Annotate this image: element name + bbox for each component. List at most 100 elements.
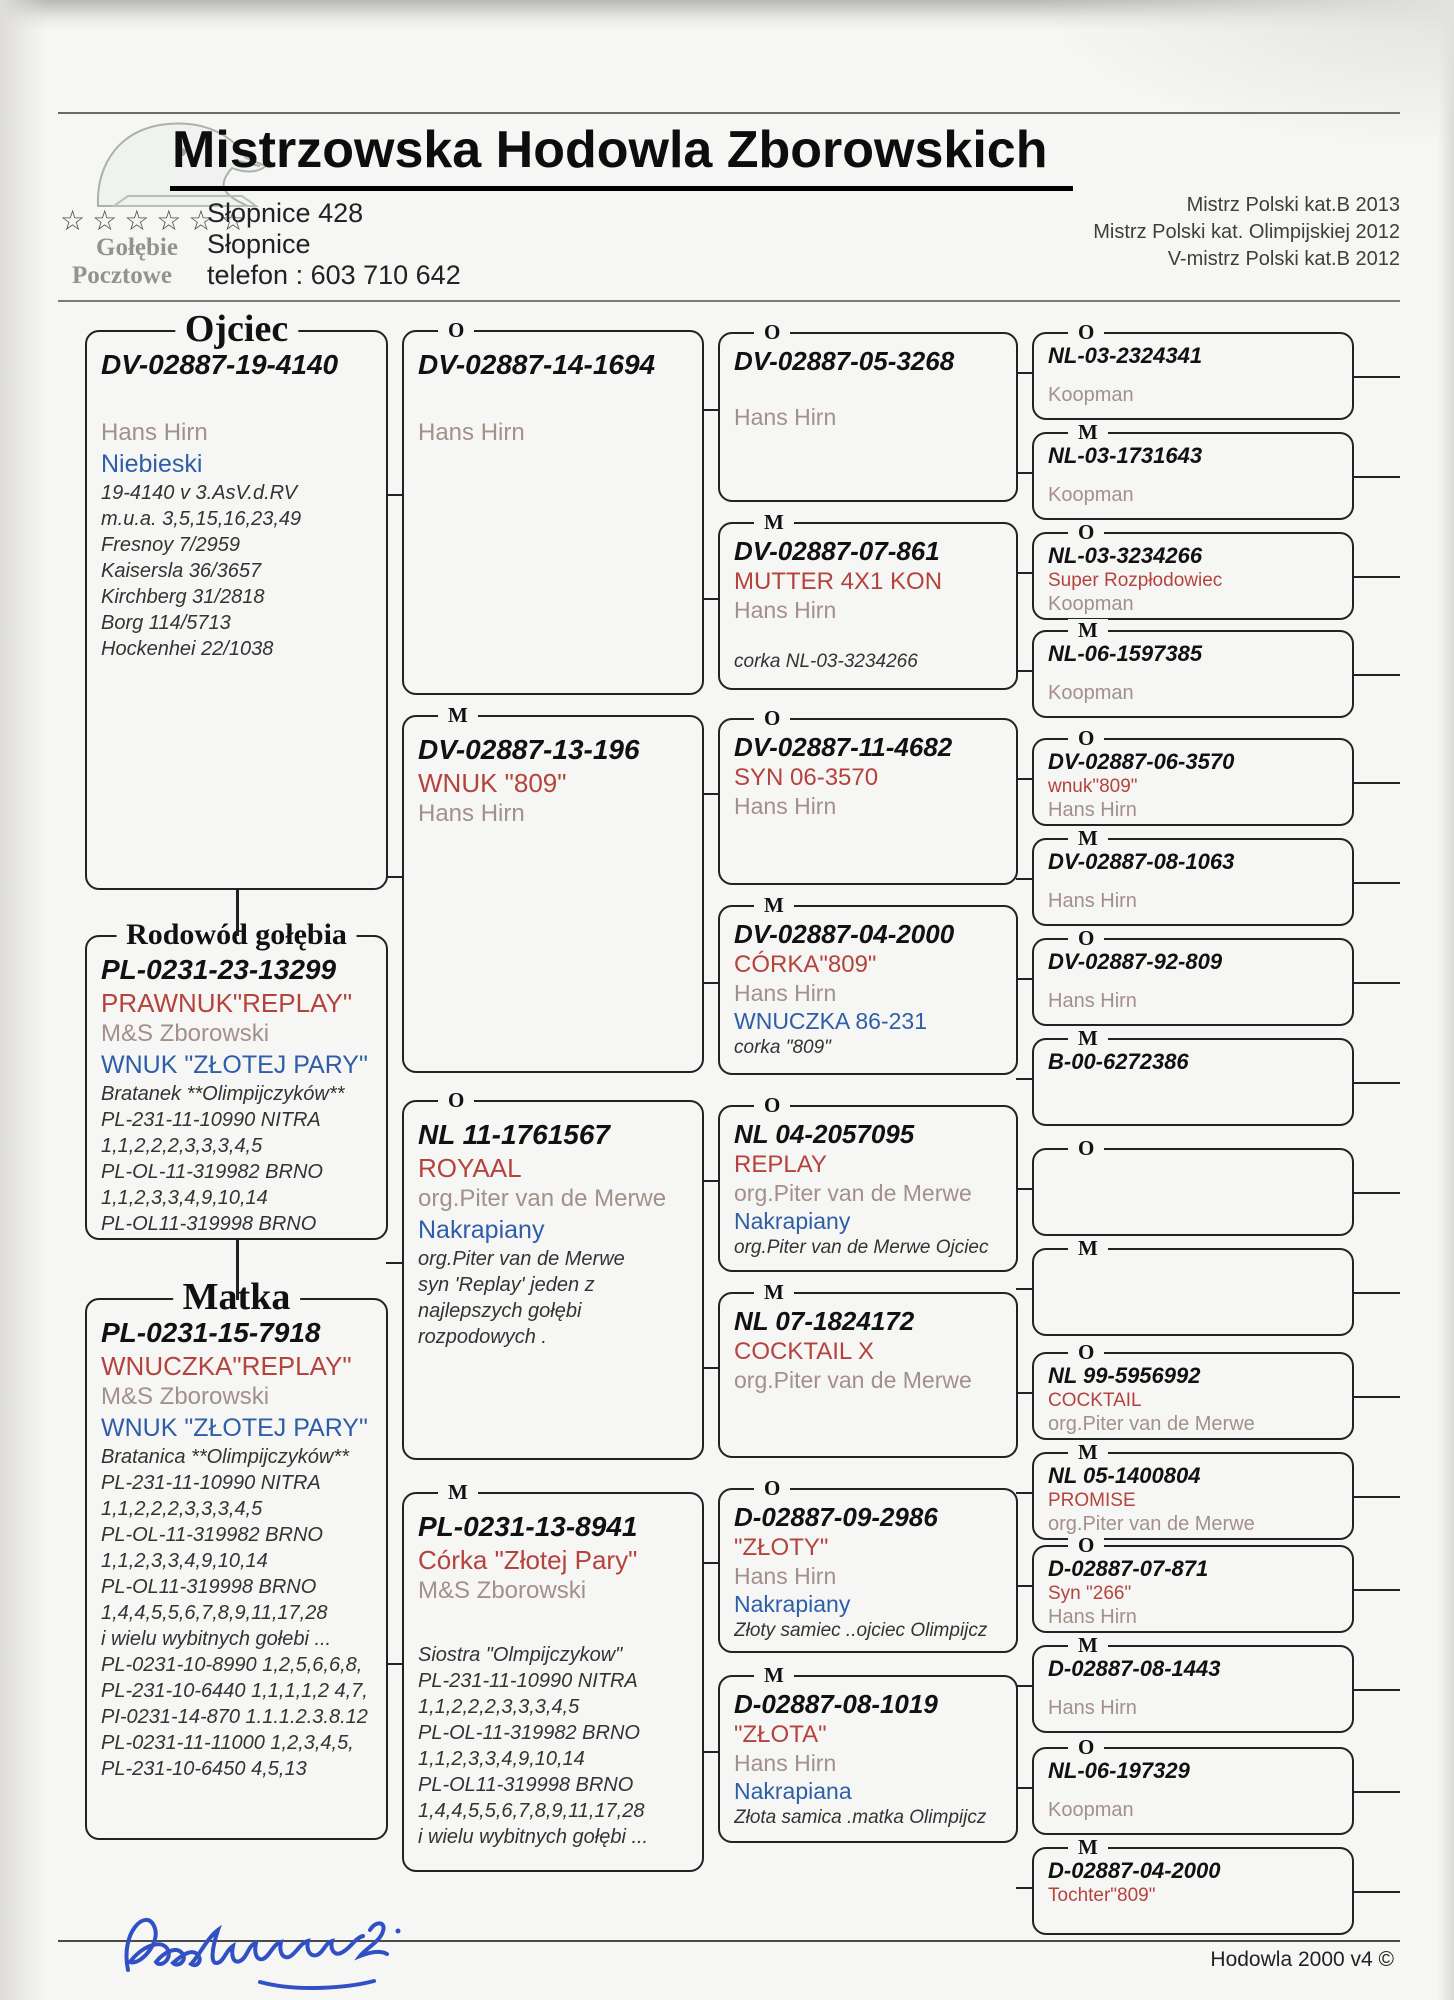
box-line: Hans Hirn [1048, 1697, 1137, 1719]
box-line: Hans Hirn [1048, 890, 1137, 912]
box-line: Hans Hirn [734, 404, 837, 430]
connector-line [1016, 670, 1034, 672]
box-line: DV-02887-04-2000 [734, 919, 955, 949]
box-label: M [1068, 421, 1108, 443]
box-label: O [438, 319, 475, 341]
brand-label: Gołębie Pocztowe [72, 234, 178, 290]
pedigree-box: O NL-06-197329 Koopman [1032, 1736, 1354, 1835]
box-label: O [1068, 1137, 1105, 1159]
connector-line [1016, 472, 1034, 474]
box-label: O [1068, 1736, 1105, 1758]
pedigree-box: M DV-02887-07-861 MUTTER 4X1 KON Hans Hirn c… [718, 511, 1018, 690]
connector-line [702, 598, 720, 600]
box-line: Hans Hirn [1048, 990, 1137, 1012]
box-line: PL-231-10-6440 1,1,1,1,2 4,7, [101, 1680, 368, 1702]
connector-line [702, 1180, 720, 1182]
box-line: Hockenhei 22/1038 [101, 638, 274, 660]
pedigree-box: O DV-02887-05-3268 Hans Hirn [718, 321, 1018, 502]
pedigree-box: M [1032, 1237, 1354, 1336]
box-line [101, 382, 376, 418]
phone-line: telefon : 603 710 642 [207, 260, 461, 290]
box-line: Hans Hirn [734, 597, 837, 623]
box-label: M [754, 894, 794, 916]
connector-line [1016, 372, 1034, 374]
box-line: PL-0231-23-13299 [101, 954, 337, 985]
connector-line [1352, 1396, 1400, 1398]
pedigree-box: M DV-02887-08-1063 Hans Hirn [1032, 827, 1354, 926]
footer-rule [58, 1940, 1400, 1942]
pedigree-box: O D-02887-09-2986 "ZŁOTY" Hans Hirn Nakrapia… [718, 1477, 1018, 1653]
connector-line [1016, 1685, 1034, 1687]
box-line: Nakrapiany [418, 1216, 545, 1244]
box-label: O [1068, 927, 1105, 949]
box-line: 1,4,4,5,5,6,7,8,9,11,17,28 [101, 1602, 328, 1624]
box-line: B-00-6272386 [1048, 1049, 1189, 1074]
box-line: SYN 06-3570 [734, 764, 879, 791]
connector-line [1352, 1891, 1400, 1893]
pedigree-box: M PL-0231-13-8941 Córka "Złotej Pary" M&S Z… [402, 1481, 704, 1872]
box-line: Siostra "Olmpijczykow" [418, 1644, 623, 1666]
connector-line [702, 982, 720, 984]
box-line: Hans Hirn [1048, 799, 1137, 821]
box-line: PL-OL11-319998 BRNO [418, 1774, 634, 1796]
connector-line [1016, 1392, 1034, 1394]
box-line: wnuk"809" [1048, 776, 1138, 797]
box-line: Fresnoy 7/2959 [101, 534, 240, 556]
header-rule-top [58, 112, 1400, 114]
pedigree-box: Matka PL-0231-15-7918 WNUCZKA"REPLAY" M&S Z… [85, 1276, 388, 1840]
box-line [1048, 469, 1342, 483]
pedigree-box: M NL-03-1731643 Koopman [1032, 421, 1354, 520]
box-line: COCKTAIL X [734, 1338, 875, 1365]
box-line: Bratanek **Olimpijczyków** [101, 1083, 345, 1105]
connector-line [1352, 882, 1400, 884]
box-line [1048, 975, 1342, 989]
connector-line [1352, 1292, 1400, 1294]
pedigree-box: M D-02887-08-1019 "ZŁOTA" Hans Hirn Nakrapia… [718, 1664, 1018, 1843]
box-line: DV-02887-05-3268 [734, 346, 955, 376]
box-line: MUTTER 4X1 KON [734, 568, 943, 595]
box-label: M [1068, 1634, 1108, 1656]
box-line: Hans Hirn [734, 1750, 837, 1776]
box-line: D-02887-08-1019 [734, 1689, 938, 1719]
box-label: M [1068, 1237, 1108, 1259]
achievement-item: Mistrz Polski kat. Olimpijskiej 2012 [1093, 221, 1400, 243]
box-line: M&S Zborowski [101, 1020, 270, 1047]
page-title: Mistrzowska Hodowla Zborowskich [170, 120, 1074, 191]
box-line: org.Piter van de Merwe [734, 1180, 972, 1206]
achievement-item: V-mistrz Polski kat.B 2012 [1167, 248, 1400, 270]
box-line: M&S Zborowski [101, 1383, 270, 1410]
connector-line [1352, 1589, 1400, 1591]
box-line: Hans Hirn [734, 793, 837, 819]
box-line: PRAWNUK"REPLAY" [101, 988, 353, 1018]
box-line: Koopman [1048, 384, 1134, 406]
box-line: "ZŁOTY" [734, 1534, 829, 1561]
connector-line [1016, 1188, 1034, 1190]
connector-line [1352, 982, 1400, 984]
box-line: Bratanica **Olimpijczyków** [101, 1446, 349, 1468]
box-line: PL-0231-11-11000 1,2,3,4,5, [101, 1732, 354, 1754]
box-line: PL-0231-13-8941 [418, 1511, 638, 1542]
box-line: Hans Hirn [101, 419, 208, 446]
box-line: NL 99-5956992 [1048, 1363, 1201, 1388]
connector-line [386, 876, 404, 878]
box-line: PL-OL-11-319982 BRNO [418, 1722, 640, 1744]
connector-line [1016, 1492, 1034, 1494]
address-line1: Słopnice 428 [207, 198, 364, 228]
pedigree-box: Ojciec DV-02887-19-4140 Hans Hirn Niebieski… [85, 308, 388, 890]
connector-line [702, 1751, 720, 1753]
box-line: PROMISE [1048, 1490, 1136, 1511]
connector-line [386, 1663, 404, 1665]
box-line: WNUK "ZŁOTEJ PARY" [101, 1051, 368, 1079]
box-line: NL-03-3234266 [1048, 543, 1203, 568]
box-label: O [1068, 1341, 1105, 1363]
box-line: NL-06-1597385 [1048, 641, 1203, 666]
scan-corner-shade [1034, 0, 1454, 150]
connector-line [1016, 878, 1034, 880]
achievement-item: Mistrz Polski kat.B 2013 [1186, 194, 1400, 216]
box-line: REPLAY [734, 1151, 827, 1178]
pedigree-box: Rodowód gołębia PL-0231-23-13299 PRAWNUK"R… [85, 917, 388, 1240]
box-label: M [438, 1481, 478, 1503]
box-line [1048, 1682, 1342, 1696]
